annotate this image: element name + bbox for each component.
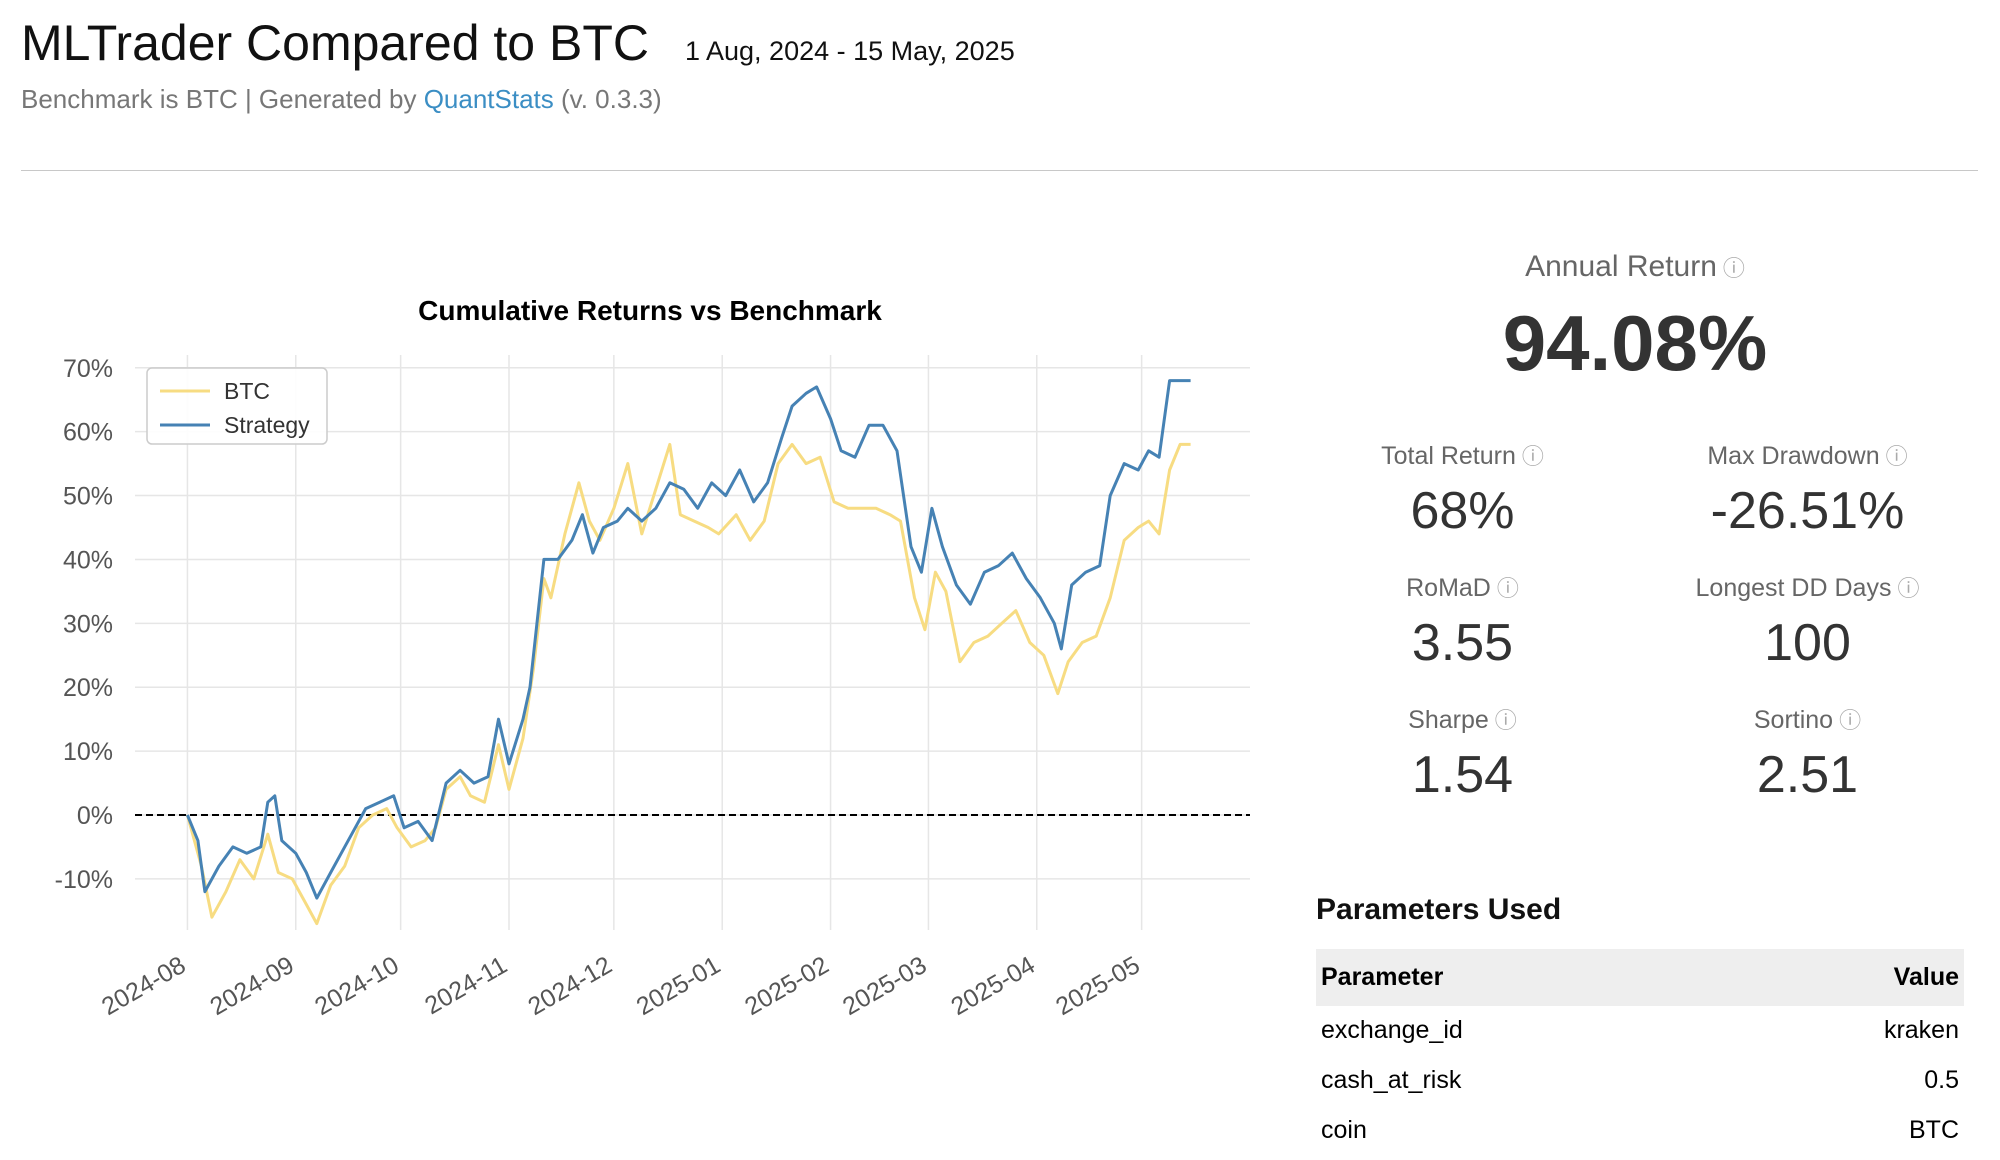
- kpi-panel: Annual Return ⓘ 94.08% Total Return ⓘ 68% …: [1290, 250, 1980, 805]
- info-icon[interactable]: ⓘ: [1521, 444, 1544, 469]
- metric-label: Max Drawdown: [1707, 442, 1880, 470]
- metric-label: RoMaD: [1406, 574, 1491, 602]
- metric-value: 68%: [1410, 482, 1515, 540]
- x-tick-label: 2025-01: [632, 951, 725, 1021]
- y-tick-label: 40%: [63, 546, 113, 574]
- x-tick-label: 2025-03: [838, 951, 931, 1021]
- x-tick-label: 2025-02: [740, 951, 833, 1021]
- y-tick-label: 20%: [63, 674, 113, 702]
- annual-return-label: Annual Return: [1525, 250, 1717, 283]
- x-tick-label: 2024-10: [310, 951, 403, 1021]
- metric-value: -26.51%: [1710, 482, 1905, 540]
- table-row: cash_at_risk 0.5: [1316, 1056, 1964, 1106]
- date-range: 1 Aug, 2024 - 15 May, 2025: [684, 36, 1015, 66]
- cumulative-returns-chart: -10% 0% 10% 20% 30% 40% 50% 60% 70% 2024-08 2024-0…: [30, 295, 1270, 1055]
- page-title: MLTrader Compared to BTC: [21, 15, 649, 71]
- y-tick-label: 10%: [63, 738, 113, 766]
- subtitle-prefix: Benchmark is BTC | Generated by: [21, 84, 424, 114]
- chart-svg: -10% 0% 10% 20% 30% 40% 50% 60% 70% 2024-08 2024-0…: [55, 355, 1250, 1021]
- metric-value: 2.51: [1756, 746, 1859, 804]
- metric-label: Sharpe: [1408, 706, 1489, 734]
- parameter-value: BTC: [1909, 1116, 1959, 1144]
- info-icon[interactable]: ⓘ: [1885, 444, 1908, 469]
- y-tick-label: 70%: [63, 355, 113, 383]
- info-icon[interactable]: ⓘ: [1496, 576, 1519, 601]
- y-tick-label: -10%: [55, 866, 113, 894]
- y-tick-label: 30%: [63, 610, 113, 638]
- parameters-section: Parameters Used Parameter Value exchange…: [1316, 893, 1964, 1156]
- table-header-row: Parameter Value: [1316, 949, 1964, 1006]
- info-icon[interactable]: ⓘ: [1722, 256, 1745, 281]
- y-tick-label: 60%: [63, 419, 113, 447]
- parameter-value: kraken: [1883, 1016, 1959, 1044]
- metric-longest-dd-days: Longest DD Days ⓘ 100: [1635, 571, 1980, 673]
- metric-sharpe: Sharpe ⓘ 1.54: [1290, 703, 1635, 805]
- series-line-btc: [185, 442, 1191, 926]
- metric-value: 3.55: [1411, 614, 1514, 672]
- metric-label: Longest DD Days: [1695, 574, 1892, 602]
- report-header: MLTrader Compared to BTC 1 Aug, 2024 - 1…: [21, 14, 1015, 115]
- x-tick-label: 2024-09: [205, 951, 298, 1021]
- x-tick-label: 2025-05: [1051, 951, 1144, 1021]
- metric-total-return: Total Return ⓘ 68%: [1290, 439, 1635, 541]
- header-divider: [21, 170, 1978, 171]
- column-header-value: Value: [1731, 949, 1964, 1006]
- parameter-name: coin: [1321, 1116, 1367, 1144]
- parameters-table: Parameter Value exchange_id kraken cash_…: [1316, 949, 1964, 1156]
- annual-return-label-row: Annual Return ⓘ: [1290, 250, 1980, 284]
- subtitle: Benchmark is BTC | Generated by QuantSta…: [21, 84, 1015, 115]
- info-icon[interactable]: ⓘ: [1494, 708, 1517, 733]
- legend-label: Strategy: [224, 412, 310, 438]
- x-tick-label: 2024-08: [97, 951, 190, 1021]
- metric-label: Total Return: [1381, 442, 1516, 470]
- metric-label: Sortino: [1753, 706, 1834, 734]
- quantstats-link[interactable]: QuantStats: [423, 84, 554, 114]
- metric-grid: Total Return ⓘ 68% Max Drawdown ⓘ -26.51% …: [1290, 439, 1980, 805]
- annual-return-value: 94.08%: [1502, 299, 1768, 387]
- metric-sortino: Sortino ⓘ 2.51: [1635, 703, 1980, 805]
- legend-label: BTC: [224, 378, 270, 404]
- column-header-parameter: Parameter: [1316, 949, 1732, 1006]
- metric-romad: RoMaD ⓘ 3.55: [1290, 571, 1635, 673]
- table-row: coin BTC: [1316, 1106, 1964, 1156]
- title-row: MLTrader Compared to BTC 1 Aug, 2024 - 1…: [21, 14, 1015, 72]
- subtitle-suffix: (v. 0.3.3): [553, 84, 662, 114]
- info-icon[interactable]: ⓘ: [1839, 708, 1862, 733]
- y-tick-label: 50%: [63, 483, 113, 511]
- x-tick-label: 2024-11: [420, 951, 512, 1020]
- parameter-name: cash_at_risk: [1321, 1066, 1462, 1094]
- metric-value: 1.54: [1411, 746, 1514, 804]
- parameter-name: exchange_id: [1321, 1016, 1463, 1044]
- x-tick-label: 2024-12: [523, 951, 616, 1021]
- info-icon[interactable]: ⓘ: [1897, 576, 1920, 601]
- y-tick-label: 0%: [77, 802, 113, 830]
- parameter-value: 0.5: [1924, 1066, 1959, 1094]
- metric-max-drawdown: Max Drawdown ⓘ -26.51%: [1635, 439, 1980, 541]
- metric-value: 100: [1764, 614, 1851, 672]
- x-tick-label: 2025-04: [946, 951, 1040, 1021]
- chart-title: Cumulative Returns vs Benchmark: [418, 295, 882, 326]
- parameters-title: Parameters Used: [1316, 893, 1562, 926]
- series-line-strategy: [186, 379, 1191, 900]
- table-row: exchange_id kraken: [1316, 1006, 1964, 1056]
